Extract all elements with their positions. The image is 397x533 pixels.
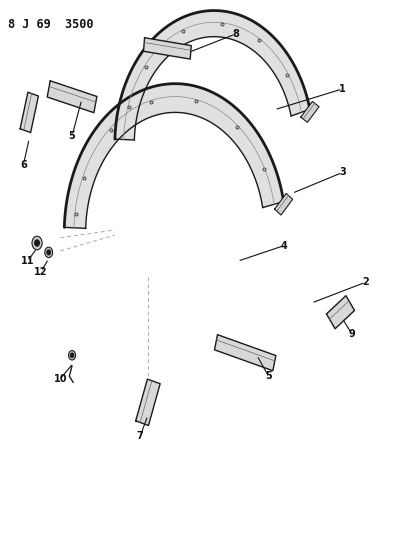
- Circle shape: [45, 247, 52, 257]
- Text: 11: 11: [21, 256, 34, 266]
- Text: 1: 1: [339, 84, 346, 94]
- Text: 5: 5: [265, 371, 272, 381]
- Text: 3: 3: [339, 167, 346, 177]
- Text: 8 J 69  3500: 8 J 69 3500: [8, 19, 93, 31]
- Polygon shape: [115, 11, 310, 140]
- Text: 4: 4: [281, 240, 287, 251]
- Polygon shape: [214, 335, 276, 370]
- Text: 10: 10: [54, 374, 67, 384]
- Polygon shape: [136, 379, 160, 425]
- Polygon shape: [20, 92, 39, 133]
- Circle shape: [71, 353, 73, 358]
- Circle shape: [32, 236, 42, 250]
- Polygon shape: [47, 81, 97, 112]
- Polygon shape: [326, 296, 355, 329]
- Circle shape: [69, 351, 75, 360]
- Polygon shape: [275, 193, 293, 215]
- Polygon shape: [143, 38, 191, 59]
- Text: 9: 9: [349, 329, 356, 340]
- Text: 8: 8: [232, 29, 239, 39]
- Circle shape: [47, 250, 50, 255]
- Text: 12: 12: [34, 266, 48, 277]
- Polygon shape: [64, 84, 283, 228]
- Text: 2: 2: [362, 277, 369, 287]
- Text: 5: 5: [69, 131, 75, 141]
- Polygon shape: [301, 101, 319, 123]
- Text: 6: 6: [20, 160, 27, 169]
- Text: 7: 7: [137, 431, 144, 441]
- Circle shape: [35, 240, 39, 246]
